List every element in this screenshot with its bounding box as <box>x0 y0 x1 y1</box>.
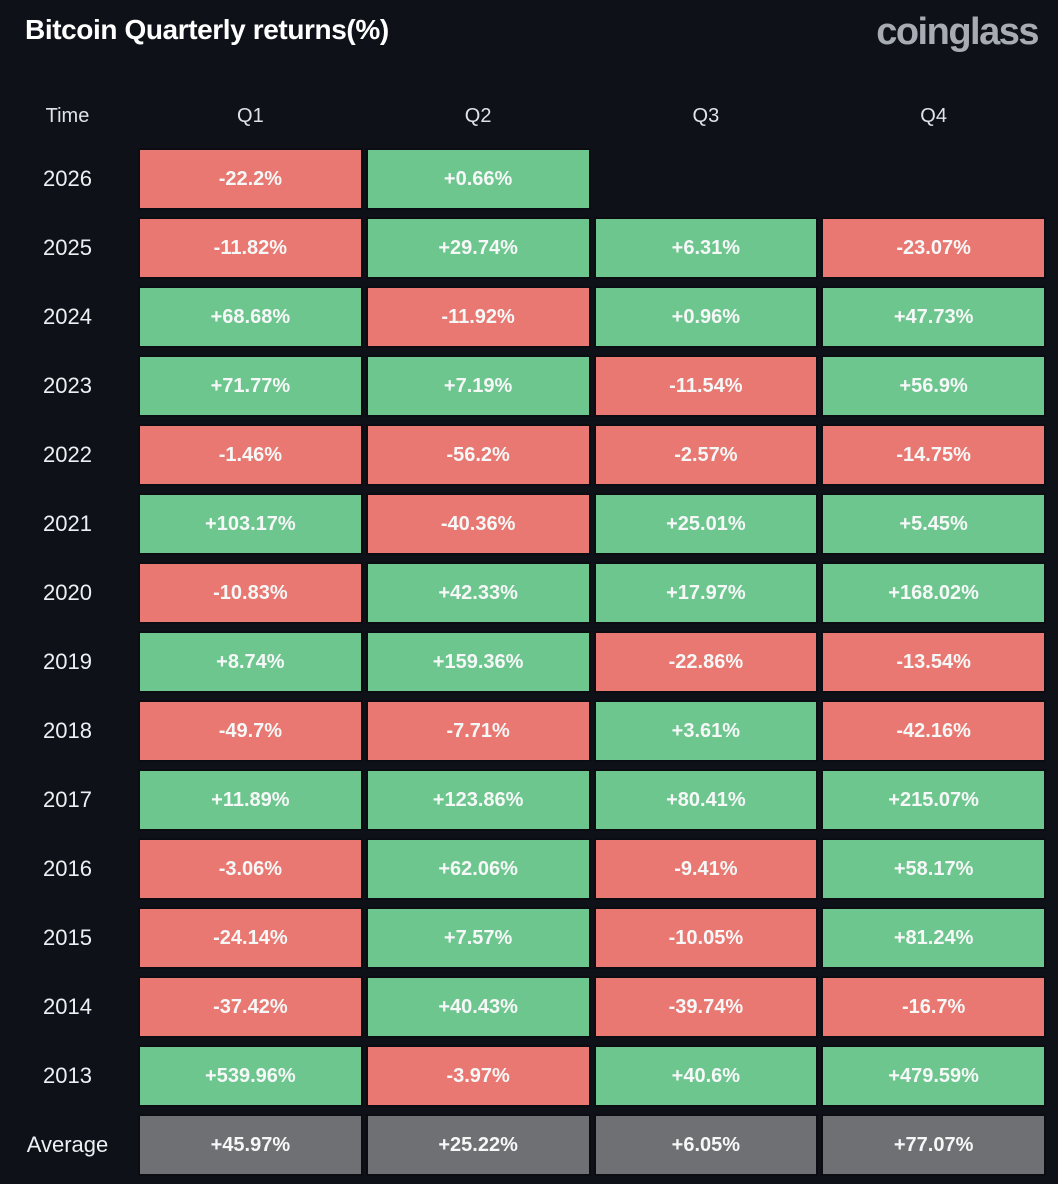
return-cell-2026-q3 <box>594 148 819 210</box>
return-cell-2018-q3: +3.61% <box>593 700 819 762</box>
row-label-2019: 2019 <box>43 649 92 674</box>
row-label-2022: 2022 <box>43 442 92 467</box>
return-cell-2017-q2: +123.86% <box>365 769 591 831</box>
return-cell-2013-q3: +40.6% <box>593 1045 819 1107</box>
return-cell-2016-q3: -9.41% <box>593 838 819 900</box>
return-cell-2024-q2: -11.92% <box>365 286 591 348</box>
column-header-q1: Q1 <box>237 104 264 127</box>
return-cell-2019-q2: +159.36% <box>365 631 591 693</box>
return-cell-2018-q1: -49.7% <box>138 700 363 762</box>
return-cell-2026-q4 <box>821 148 1046 210</box>
topbar: Bitcoin Quarterly returns(%) coinglass <box>0 0 1058 64</box>
return-cell-2026-q1: -22.2% <box>138 148 363 210</box>
return-cell-2016-q1: -3.06% <box>138 838 363 900</box>
return-cell-2018-q4: -42.16% <box>821 700 1046 762</box>
row-label-2025: 2025 <box>43 235 92 260</box>
return-cell-2022-q3: -2.57% <box>593 424 819 486</box>
return-cell-2013-q4: +479.59% <box>821 1045 1046 1107</box>
return-cell-average-q2: +25.22% <box>365 1114 591 1176</box>
column-header-q4: Q4 <box>920 104 947 127</box>
page-title: Bitcoin Quarterly returns(%) <box>25 14 389 45</box>
return-cell-2013-q1: +539.96% <box>138 1045 363 1107</box>
return-cell-average-q4: +77.07% <box>821 1114 1046 1176</box>
column-header-q3: Q3 <box>692 104 720 127</box>
return-cell-2023-q1: +71.77% <box>138 355 363 417</box>
return-cell-2019-q3: -22.86% <box>593 631 819 693</box>
return-cell-average-q3: +6.05% <box>593 1114 819 1176</box>
return-cell-2016-q2: +62.06% <box>365 838 591 900</box>
return-cell-2017-q3: +80.41% <box>593 769 819 831</box>
return-cell-2013-q2: -3.97% <box>365 1045 591 1107</box>
return-cell-2025-q1: -11.82% <box>138 217 363 279</box>
column-header-time: Time <box>45 104 90 127</box>
return-cell-2021-q1: +103.17% <box>138 493 363 555</box>
return-cell-2017-q1: +11.89% <box>138 769 363 831</box>
return-cell-2024-q1: +68.68% <box>138 286 363 348</box>
row-label-2023: 2023 <box>43 373 92 398</box>
return-cell-2021-q3: +25.01% <box>593 493 819 555</box>
return-cell-2026-q2: +0.66% <box>365 148 591 210</box>
return-cell-2023-q3: -11.54% <box>593 355 819 417</box>
return-cell-2014-q3: -39.74% <box>593 976 819 1038</box>
return-cell-2023-q2: +7.19% <box>365 355 591 417</box>
table-header-row: Time Q1 Q2 Q3 Q4 <box>0 100 1046 132</box>
return-cell-2016-q4: +58.17% <box>821 838 1046 900</box>
return-cell-2015-q4: +81.24% <box>821 907 1046 969</box>
row-label-2016: 2016 <box>43 856 92 881</box>
return-cell-2020-q2: +42.33% <box>365 562 591 624</box>
row-label-average: Average <box>26 1132 109 1157</box>
return-cell-2022-q1: -1.46% <box>138 424 363 486</box>
return-cell-2018-q2: -7.71% <box>365 700 591 762</box>
row-label-2026: 2026 <box>43 166 92 191</box>
return-cell-2015-q3: -10.05% <box>593 907 819 969</box>
row-label-2024: 2024 <box>43 304 92 329</box>
return-cell-2014-q4: -16.7% <box>821 976 1046 1038</box>
return-cell-2021-q4: +5.45% <box>821 493 1046 555</box>
row-label-2017: 2017 <box>43 787 92 812</box>
row-label-2013: 2013 <box>43 1063 92 1088</box>
return-cell-2019-q1: +8.74% <box>138 631 363 693</box>
row-label-2018: 2018 <box>43 718 92 743</box>
return-cell-2023-q4: +56.9% <box>821 355 1046 417</box>
return-cell-2020-q4: +168.02% <box>821 562 1046 624</box>
return-cell-2022-q4: -14.75% <box>821 424 1046 486</box>
row-label-2015: 2015 <box>43 925 92 950</box>
return-cell-2020-q3: +17.97% <box>593 562 819 624</box>
return-cell-2015-q2: +7.57% <box>365 907 591 969</box>
return-cell-2024-q3: +0.96% <box>593 286 819 348</box>
return-cell-2025-q2: +29.74% <box>365 217 591 279</box>
return-cell-2015-q1: -24.14% <box>138 907 363 969</box>
quarterly-returns-table: 2026 -22.2% +0.66% 2025 -11.82% +29.74% +6.31%… <box>0 148 1046 1176</box>
return-cell-2014-q2: +40.43% <box>365 976 591 1038</box>
return-cell-2025-q4: -23.07% <box>821 217 1046 279</box>
coinglass-logo: coinglass <box>876 11 1039 53</box>
return-cell-2014-q1: -37.42% <box>138 976 363 1038</box>
return-cell-2024-q4: +47.73% <box>821 286 1046 348</box>
return-cell-2021-q2: -40.36% <box>365 493 591 555</box>
return-cell-average-q1: +45.97% <box>138 1114 363 1176</box>
row-label-2014: 2014 <box>43 994 92 1019</box>
return-cell-2020-q1: -10.83% <box>138 562 363 624</box>
return-cell-2025-q3: +6.31% <box>593 217 819 279</box>
return-cell-2019-q4: -13.54% <box>821 631 1046 693</box>
row-label-2020: 2020 <box>43 580 92 605</box>
row-label-2021: 2021 <box>43 511 92 536</box>
column-header-q2: Q2 <box>464 104 492 127</box>
return-cell-2022-q2: -56.2% <box>365 424 591 486</box>
return-cell-2017-q4: +215.07% <box>821 769 1046 831</box>
